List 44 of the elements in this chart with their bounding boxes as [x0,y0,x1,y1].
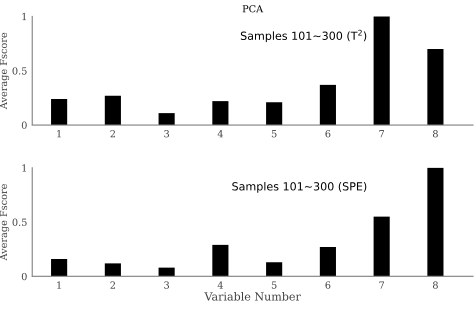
y-tick-label: 1 [22,12,26,20]
bar [158,268,175,276]
x-tick-label: 5 [272,282,276,289]
x-tick-label: 1 [57,130,61,138]
bar [104,263,121,276]
x-tick-label: 2 [110,130,116,138]
x-tick-label: 6 [325,281,330,289]
y-tick-label: 0.5 [12,67,27,75]
bar [51,258,68,276]
bar [427,168,444,276]
bar [427,49,444,126]
x-axis-title: Variable Number [204,292,301,301]
x-tick-label: 1 [57,281,61,289]
bar [266,102,282,126]
x-tick-label: 8 [432,281,438,289]
bar [266,262,282,276]
bar [212,101,228,126]
x-tick-label: 2 [110,281,116,289]
bar [320,247,336,276]
x-tick-label: 4 [218,281,223,289]
x-tick-label: 6 [325,130,330,138]
x-tick-label: 3 [164,130,169,138]
x-tick-label: 7 [379,130,384,138]
bar [158,113,175,126]
bar [320,84,336,126]
x-tick-label: 4 [218,130,223,138]
y-tick-label: 0 [22,272,27,280]
annotation: Samples 101~300 (T$^{2}$) [240,30,366,42]
chart-title: PCA [242,5,264,12]
y-tick-label: 1 [22,164,26,172]
bar [374,216,390,276]
bar [104,96,121,126]
x-tick-label: 7 [379,282,384,289]
bar [51,98,68,126]
y-tick-label: 0 [22,122,27,129]
bar [212,244,228,276]
y-tick-label: 0.5 [12,218,27,226]
x-tick-label: 8 [432,130,438,138]
annotation: Samples 101~300 (SPE) [232,182,366,193]
x-tick-label: 5 [272,130,276,138]
x-tick-label: 3 [164,281,169,289]
y-axis-title: Average Fscore [0,32,10,110]
bar [374,16,390,126]
y-axis-title: Average Fscore [0,184,10,261]
